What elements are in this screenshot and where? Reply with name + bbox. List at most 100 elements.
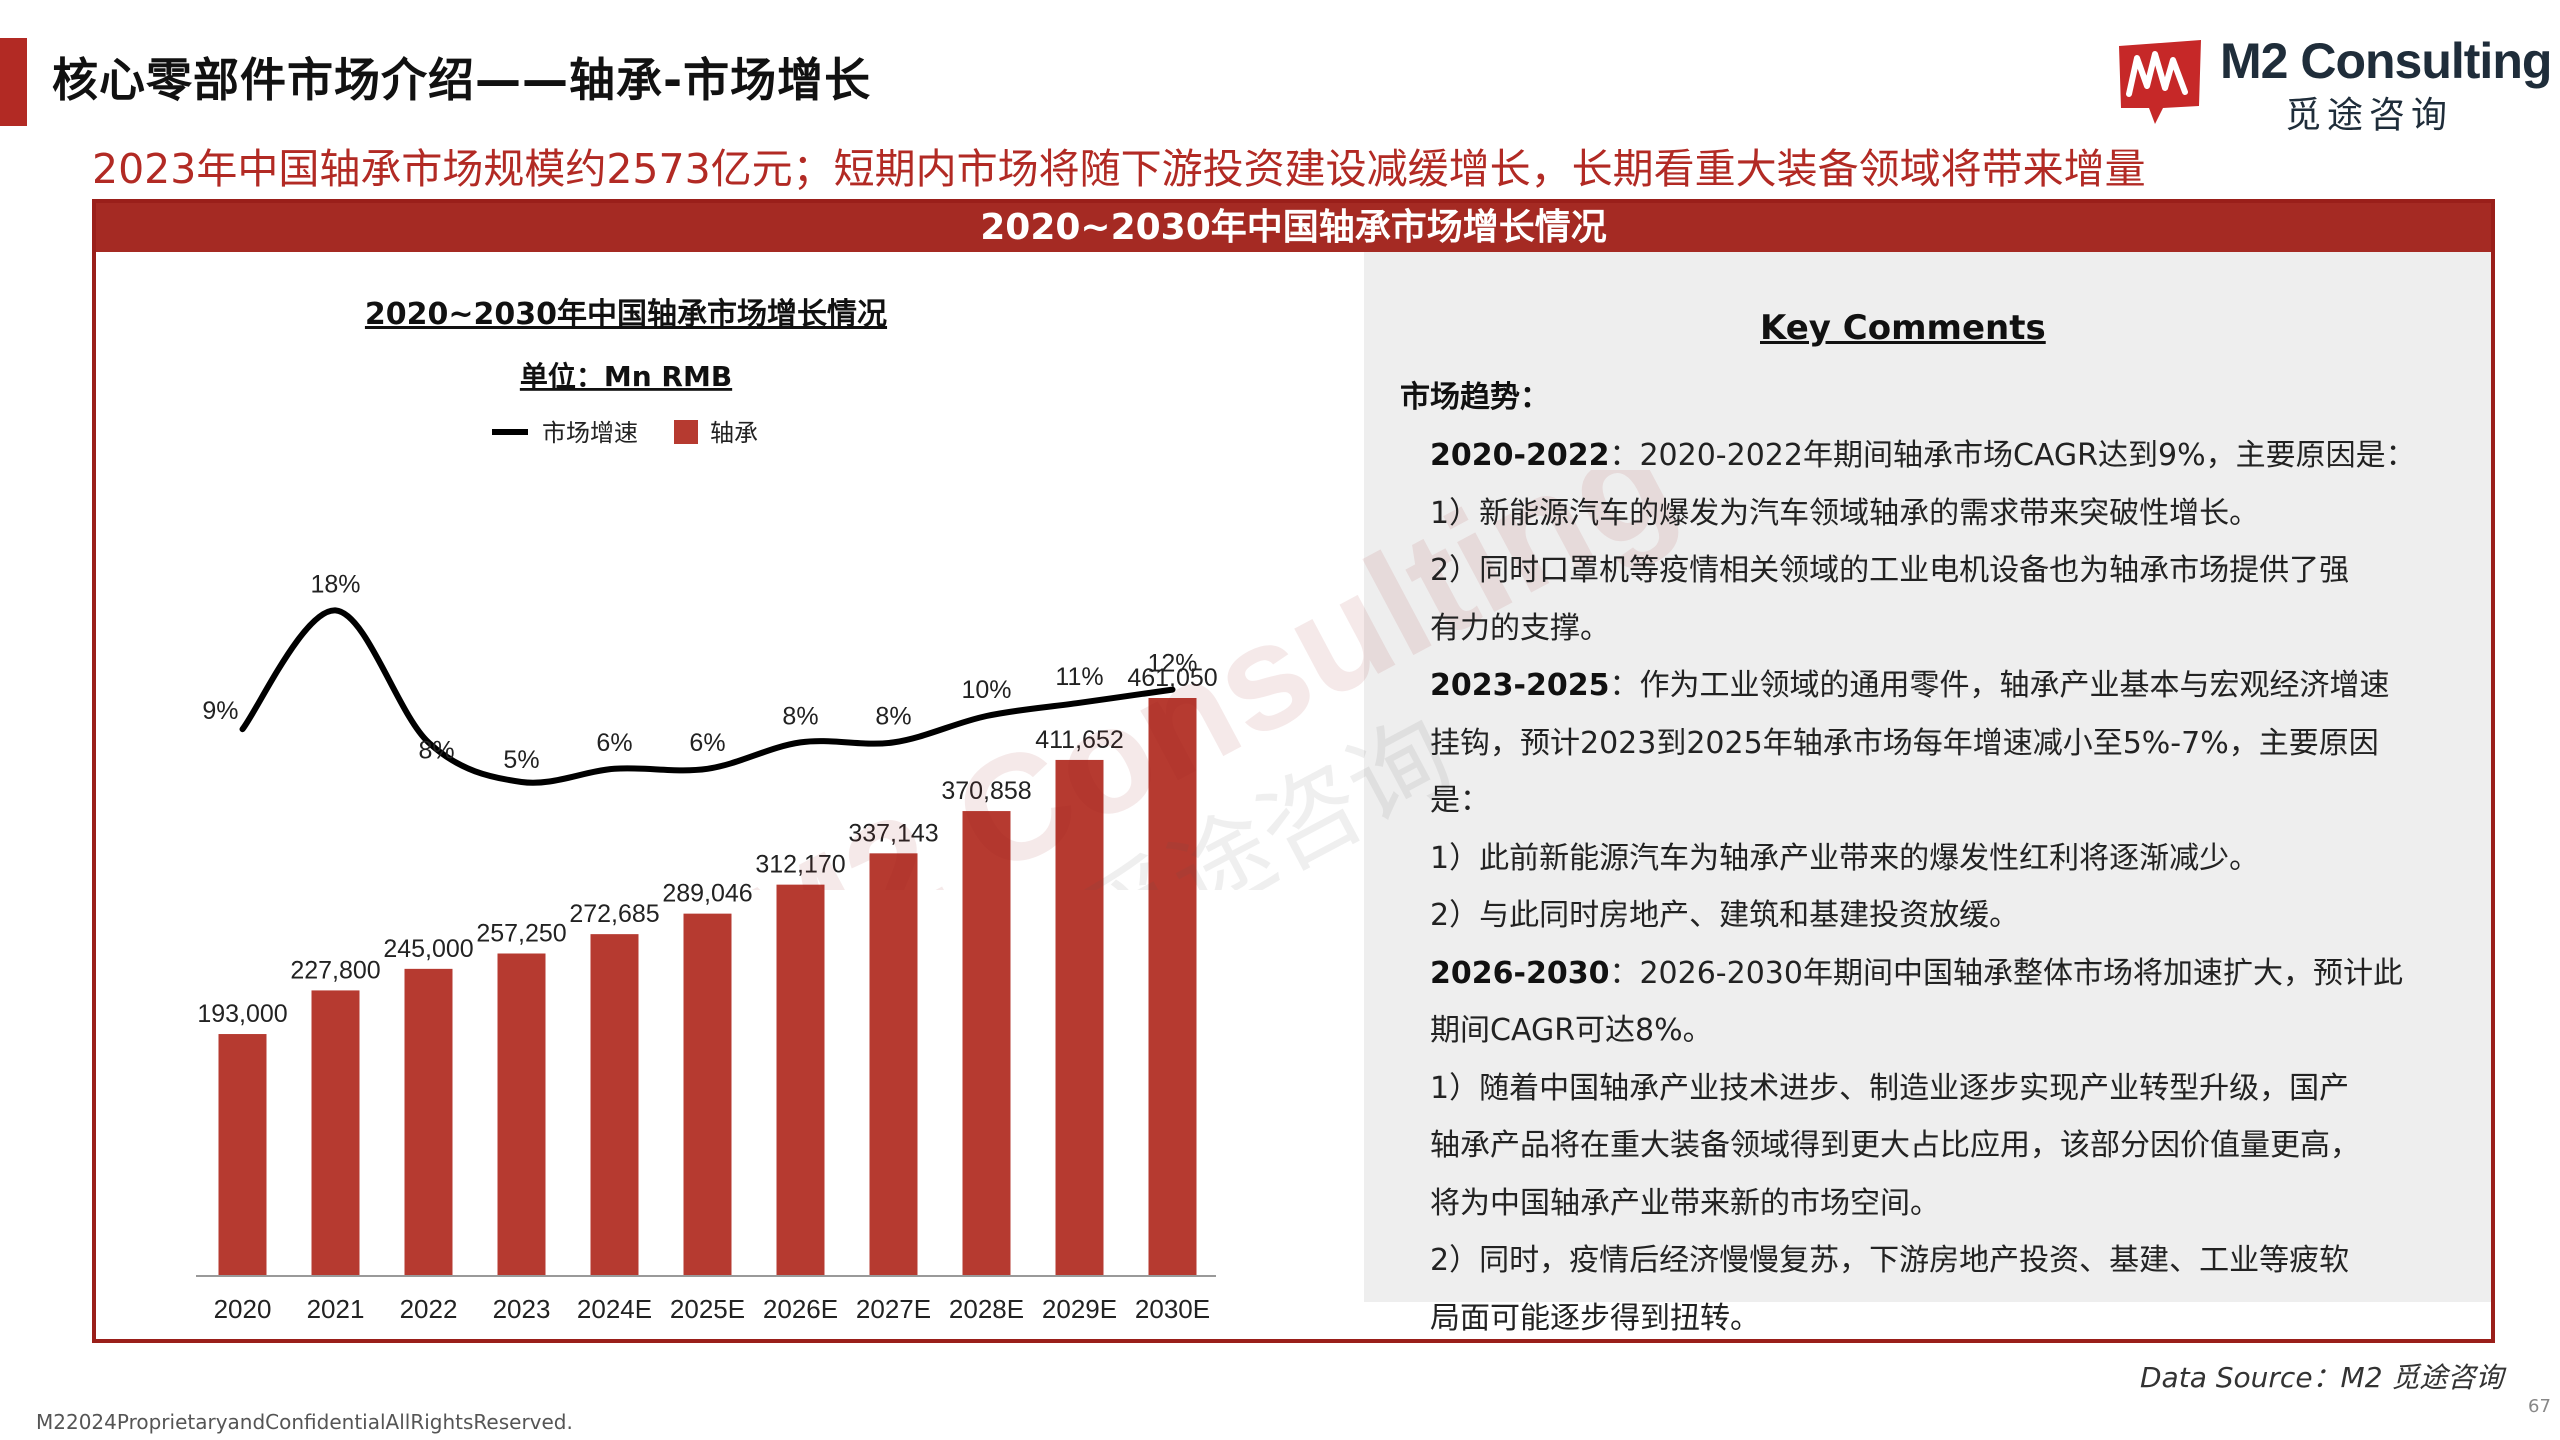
- growth-rate-label: 8%: [782, 702, 818, 730]
- comment-line: 期间CAGR可达8%。: [1430, 1005, 1713, 1049]
- comment-text: ：2020-2022年期间轴承市场CAGR达到9%，主要原因是：: [1609, 438, 2416, 473]
- x-tick-label: 2023: [493, 1294, 551, 1324]
- growth-rate-label: 10%: [961, 676, 1011, 704]
- comment-text: 期间CAGR可达8%。: [1430, 1013, 1713, 1048]
- comment-text: 将为中国轴承产业带来新的市场空间。: [1430, 1185, 1940, 1221]
- chart-title: 2020~2030年中国轴承市场增长情况: [365, 297, 887, 332]
- growth-rate-label: 6%: [689, 729, 725, 757]
- comment-line: 将为中国轴承产业带来新的市场空间。: [1430, 1178, 1940, 1222]
- logo-subtitle: 觅途咨询: [2285, 95, 2454, 136]
- bar-value-label: 245,000: [383, 935, 473, 963]
- comment-line: 2023-2025：作为工业领域的通用零件，轴承产业基本与宏观经济增速: [1430, 660, 2389, 704]
- data-source: Data Source：M2 觅途咨询: [2140, 1361, 2504, 1394]
- comment-line: 局面可能逐步得到扭转。: [1430, 1293, 1760, 1337]
- comment-text: 挂钩，预计2023到2025年轴承市场每年增速减小至5%-7%，主要原因: [1430, 725, 2379, 761]
- comment-text: ：作为工业领域的通用零件，轴承产业基本与宏观经济增速: [1609, 668, 2390, 703]
- comment-text: 有力的支撑。: [1430, 610, 1610, 646]
- x-tick-label: 2022: [400, 1294, 458, 1324]
- comment-text: 2）同时口罩机等疫情相关领域的工业电机设备也为轴承市场提供了强: [1430, 553, 2350, 588]
- x-tick-label: 2028E: [949, 1294, 1024, 1324]
- market-growth-chart: 2020~2030年中国轴承市场增长情况 单位：Mn RMB 市场增速 轴承 1…: [196, 297, 1218, 1324]
- x-tick-label: 2030E: [1135, 1294, 1210, 1324]
- company-logo: M2 Consulting 觅途咨询: [2115, 32, 2552, 136]
- chart-legend: 市场增速 轴承: [492, 419, 758, 447]
- comment-line: 有力的支撑。: [1430, 603, 1610, 647]
- growth-rate-label: 6%: [596, 729, 632, 757]
- comment-line: 2）与此同时房地产、建筑和基建投资放缓。: [1430, 890, 2019, 934]
- bar-value-label: 257,250: [476, 919, 566, 947]
- comments-panel: [1364, 252, 2491, 1302]
- comment-line: 轴承产品将在重大装备领域得到更大占比应用，该部分因价值量更高，: [1430, 1120, 2360, 1164]
- content-frame: [92, 199, 2495, 1343]
- comment-text: 2）与此同时房地产、建筑和基建投资放缓。: [1430, 898, 2020, 933]
- x-tick-label: 2026E: [763, 1294, 838, 1324]
- growth-rate-label: 8%: [875, 702, 911, 730]
- comment-line: 2）同时口罩机等疫情相关领域的工业电机设备也为轴承市场提供了强: [1430, 545, 2349, 589]
- bar-2020: [218, 1034, 267, 1276]
- comment-text: 是：: [1430, 783, 1490, 818]
- growth-rate-label: 11%: [1055, 663, 1103, 691]
- growth-rate-label: 12%: [1147, 650, 1197, 678]
- x-tick-label: 2020: [214, 1294, 272, 1324]
- frame-title: 2020~2030年中国轴承市场增长情况: [96, 203, 2491, 252]
- bar-2030E: [1148, 698, 1197, 1276]
- footer-copyright: M22024ProprietaryandConfidentialAllRight…: [36, 1410, 573, 1434]
- m2-logo-icon: [2119, 40, 2201, 124]
- chart-unit: 单位：Mn RMB: [520, 360, 732, 393]
- comment-period-label: 2026-2030: [1430, 955, 1610, 991]
- comment-text: 1）随着中国轴承产业技术进步、制造业逐步实现产业转型升级，国产: [1430, 1070, 2350, 1106]
- comment-text: 1）新能源汽车的爆发为汽车领域轴承的需求带来突破性增长。: [1430, 495, 2260, 531]
- comment-line: 是：: [1430, 775, 1490, 819]
- comment-text: 2）同时，疫情后经济慢慢复苏，下游房地产投资、基建、工业等疲软: [1430, 1243, 2350, 1278]
- bar-2028E: [962, 811, 1011, 1276]
- comment-line: 1）随着中国轴承产业技术进步、制造业逐步实现产业转型升级，国产: [1430, 1063, 2349, 1107]
- comment-text: 轴承产品将在重大装备领域得到更大占比应用，该部分因价值量更高，: [1430, 1128, 2360, 1163]
- title-accent-bar: [0, 38, 27, 126]
- bar-2027E: [869, 853, 918, 1276]
- bar-value-label: 312,170: [755, 851, 845, 879]
- bar-value-label: 193,000: [197, 1000, 287, 1028]
- page-subtitle: 2023年中国轴承市场规模约2573亿元；短期内市场将随下游投资建设减缓增长，长…: [92, 145, 2146, 193]
- bar-value-label: 227,800: [290, 956, 380, 984]
- comment-line: 1）此前新能源汽车为轴承产业带来的爆发性红利将逐渐减少。: [1430, 833, 2259, 877]
- x-tick-label: 2021: [307, 1294, 365, 1324]
- comment-line: 挂钩，预计2023到2025年轴承市场每年增速减小至5%-7%，主要原因: [1430, 718, 2379, 762]
- x-tick-label: 2025E: [670, 1294, 745, 1324]
- bar-value-label: 272,685: [569, 900, 659, 928]
- bar-value-label: 370,858: [941, 777, 1031, 805]
- bar-value-label: 411,652: [1035, 726, 1124, 754]
- comment-line: 2）同时，疫情后经济慢慢复苏，下游房地产投资、基建、工业等疲软: [1430, 1235, 2349, 1279]
- comment-line: 1）新能源汽车的爆发为汽车领域轴承的需求带来突破性增长。: [1430, 488, 2259, 532]
- growth-rate-label: 8%: [419, 736, 455, 764]
- bar-value-label: 337,143: [848, 819, 938, 847]
- x-tick-label: 2024E: [577, 1294, 652, 1324]
- legend-bar-swatch: [674, 420, 698, 444]
- legend-bar-label: 轴承: [710, 419, 758, 447]
- comment-period-label: 2020-2022: [1430, 438, 1610, 473]
- legend-line-label: 市场增速: [542, 419, 638, 447]
- bar-2023: [497, 953, 546, 1276]
- bar-2026E: [776, 884, 825, 1276]
- bar-2025E: [683, 913, 732, 1276]
- bar-2024E: [590, 934, 639, 1276]
- page-title: 核心零部件市场介绍——轴承-市场增长: [52, 53, 872, 107]
- bar-2021: [311, 990, 360, 1276]
- growth-rate-label: 9%: [202, 697, 238, 725]
- bar-2022: [404, 968, 453, 1276]
- bar-2029E: [1055, 759, 1104, 1276]
- comment-text: 局面可能逐步得到扭转。: [1430, 1300, 1760, 1336]
- key-comments-heading: Key Comments: [1760, 308, 2046, 348]
- x-tick-label: 2029E: [1042, 1294, 1117, 1324]
- growth-rate-line: [239, 607, 1176, 786]
- bar-value-label: 289,046: [662, 880, 752, 908]
- comment-text: ：2026-2030年期间中国轴承整体市场将加速扩大，预计此: [1609, 955, 2403, 991]
- comment-line: 2020-2022：2020-2022年期间轴承市场CAGR达到9%，主要原因是…: [1430, 430, 2416, 474]
- comment-text: 1）此前新能源汽车为轴承产业带来的爆发性红利将逐渐减少。: [1430, 840, 2260, 876]
- page-number: 67: [2528, 1396, 2551, 1417]
- comment-period-label: 2023-2025: [1430, 668, 1610, 703]
- logo-name: M2 Consulting: [2220, 33, 2552, 89]
- section-title: 市场趋势：: [1400, 380, 1550, 415]
- comment-line: 2026-2030：2026-2030年期间中国轴承整体市场将加速扩大，预计此: [1430, 948, 2403, 992]
- x-tick-label: 2027E: [856, 1294, 931, 1324]
- growth-rate-label: 18%: [310, 570, 360, 598]
